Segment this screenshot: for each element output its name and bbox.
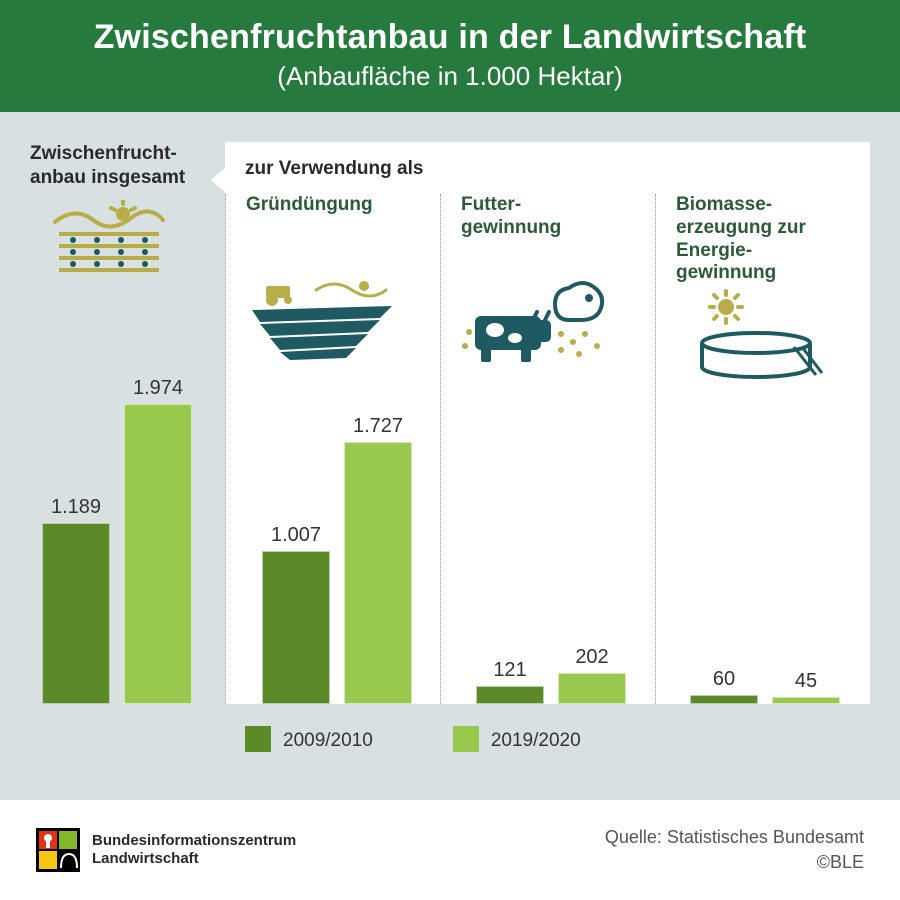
- legend: 2009/2010 2019/2020: [245, 726, 581, 752]
- copyright-text: ©BLE: [605, 850, 864, 875]
- bar-value-futter-a: 121: [493, 659, 526, 682]
- col-title-biomasse: Biomasse-erzeugung zurEnergie-gewinnung: [676, 194, 870, 285]
- livestock-icon: [461, 276, 655, 366]
- total-label: Zwischenfrucht-anbau insgesamt: [30, 142, 215, 190]
- bar-value-futter-b: 202: [575, 646, 608, 669]
- org-logo: Bundesinformationszentrum Landwirtschaft: [36, 828, 296, 872]
- bar-group-futter: 121 202: [476, 673, 626, 704]
- bar-biomasse-a: 60: [690, 695, 758, 704]
- bar-gruen-a: 1.007: [262, 551, 330, 704]
- bar-group-gruen: 1.0071.727: [262, 442, 412, 704]
- field-sun-icon: [45, 200, 175, 285]
- page-title: Zwischenfruchtanbau in der Landwirtschaf…: [20, 18, 880, 57]
- bar-total-a: 1.189: [42, 523, 110, 704]
- legend-2009: 2009/2010: [245, 726, 373, 752]
- usage-label: zur Verwendung als: [245, 158, 423, 180]
- col-title-gruenduengung: Gründüngung: [246, 194, 440, 272]
- tractor-field-icon: [246, 276, 440, 366]
- bar-gruen-b: 1.727: [344, 442, 412, 704]
- col-futter: Futter-gewinnung: [440, 194, 655, 704]
- col-biomasse: Biomasse-erzeugung zurEnergie-gewinnung: [655, 194, 870, 704]
- source-text: Quelle: Statistisches Bundesamt: [605, 825, 864, 850]
- chart-area: Zwischenfrucht-anbau insgesamt zur Verwe…: [30, 142, 870, 762]
- footer: Bundesinformationszentrum Landwirtschaft…: [0, 800, 900, 900]
- bar-value-biomasse-b: 45: [795, 670, 817, 693]
- bar-total-b: 1.974: [124, 404, 192, 704]
- bar-group-biomasse: 60 45: [690, 695, 840, 704]
- bar-futter-b: 202: [558, 673, 626, 704]
- legend-2019: 2019/2020: [453, 726, 581, 752]
- biogas-icon: [676, 289, 870, 379]
- page-subtitle: (Anbaufläche in 1.000 Hektar): [20, 61, 880, 92]
- bar-value-gruen-a: 1.007: [271, 524, 321, 547]
- bar-value-gruen-b: 1.727: [353, 415, 403, 438]
- org-line1: Bundesinformationszentrum: [92, 832, 296, 850]
- org-line2: Landwirtschaft: [92, 850, 296, 868]
- bar-value-biomasse-a: 60: [713, 668, 735, 691]
- bar-biomasse-b: 45: [772, 697, 840, 704]
- bar-group-total: 1.1891.974: [42, 404, 192, 704]
- bar-value-total-a: 1.189: [51, 496, 101, 519]
- bar-value-total-b: 1.974: [133, 377, 183, 400]
- header: Zwischenfruchtanbau in der Landwirtschaf…: [0, 0, 900, 112]
- col-title-futter: Futter-gewinnung: [461, 194, 655, 272]
- ble-logo-icon: [36, 828, 80, 872]
- bar-futter-a: 121: [476, 686, 544, 704]
